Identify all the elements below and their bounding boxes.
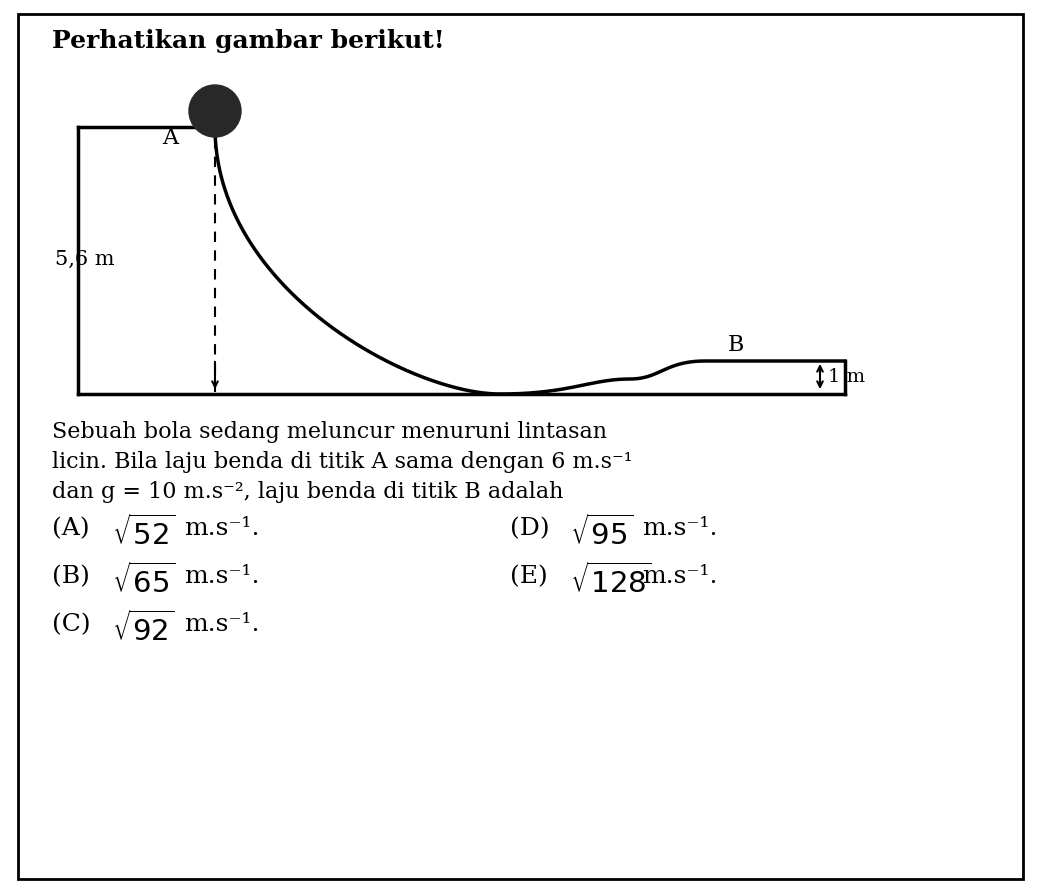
Text: m.s⁻¹.: m.s⁻¹. — [184, 613, 260, 636]
Text: dan g = 10 m.s⁻², laju benda di titik B adalah: dan g = 10 m.s⁻², laju benda di titik B … — [52, 481, 563, 503]
Text: m.s⁻¹.: m.s⁻¹. — [184, 517, 260, 540]
Text: (C): (C) — [52, 613, 91, 636]
Text: 1 m: 1 m — [828, 368, 865, 386]
Text: Perhatikan gambar berikut!: Perhatikan gambar berikut! — [52, 29, 444, 53]
Text: (B): (B) — [52, 565, 90, 588]
Text: $\sqrt{128}$: $\sqrt{128}$ — [571, 563, 652, 599]
Text: $\sqrt{92}$: $\sqrt{92}$ — [112, 611, 175, 647]
Text: 5,6 m: 5,6 m — [55, 250, 115, 268]
Text: m.s⁻¹.: m.s⁻¹. — [642, 565, 718, 588]
Text: (A): (A) — [52, 517, 90, 540]
Text: (D): (D) — [510, 517, 550, 540]
Text: B: B — [728, 334, 745, 356]
Text: licin. Bila laju benda di titik A sama dengan 6 m.s⁻¹: licin. Bila laju benda di titik A sama d… — [52, 451, 633, 473]
Text: $\sqrt{65}$: $\sqrt{65}$ — [112, 563, 175, 599]
Text: $\sqrt{95}$: $\sqrt{95}$ — [571, 515, 633, 551]
Text: A: A — [162, 127, 178, 149]
Text: m.s⁻¹.: m.s⁻¹. — [184, 565, 260, 588]
Text: m.s⁻¹.: m.s⁻¹. — [642, 517, 718, 540]
Text: $\sqrt{52}$: $\sqrt{52}$ — [112, 515, 175, 551]
Text: (E): (E) — [510, 565, 548, 588]
Text: Sebuah bola sedang meluncur menuruni lintasan: Sebuah bola sedang meluncur menuruni lin… — [52, 421, 607, 443]
Circle shape — [189, 85, 241, 137]
